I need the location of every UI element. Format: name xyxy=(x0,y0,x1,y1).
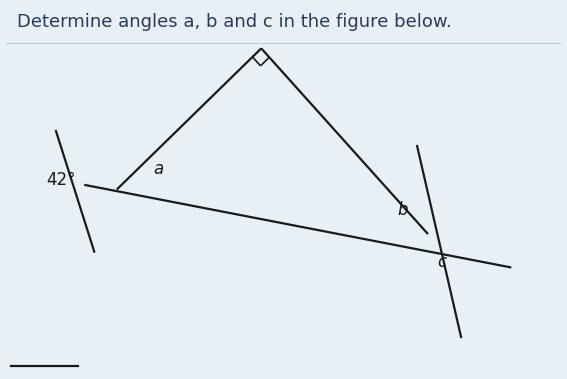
Text: 42°: 42° xyxy=(46,171,76,189)
Text: a: a xyxy=(153,160,164,178)
Text: Determine angles a, b and c in the figure below.: Determine angles a, b and c in the figur… xyxy=(17,13,451,31)
Text: b: b xyxy=(397,201,408,219)
Text: c: c xyxy=(437,253,446,271)
